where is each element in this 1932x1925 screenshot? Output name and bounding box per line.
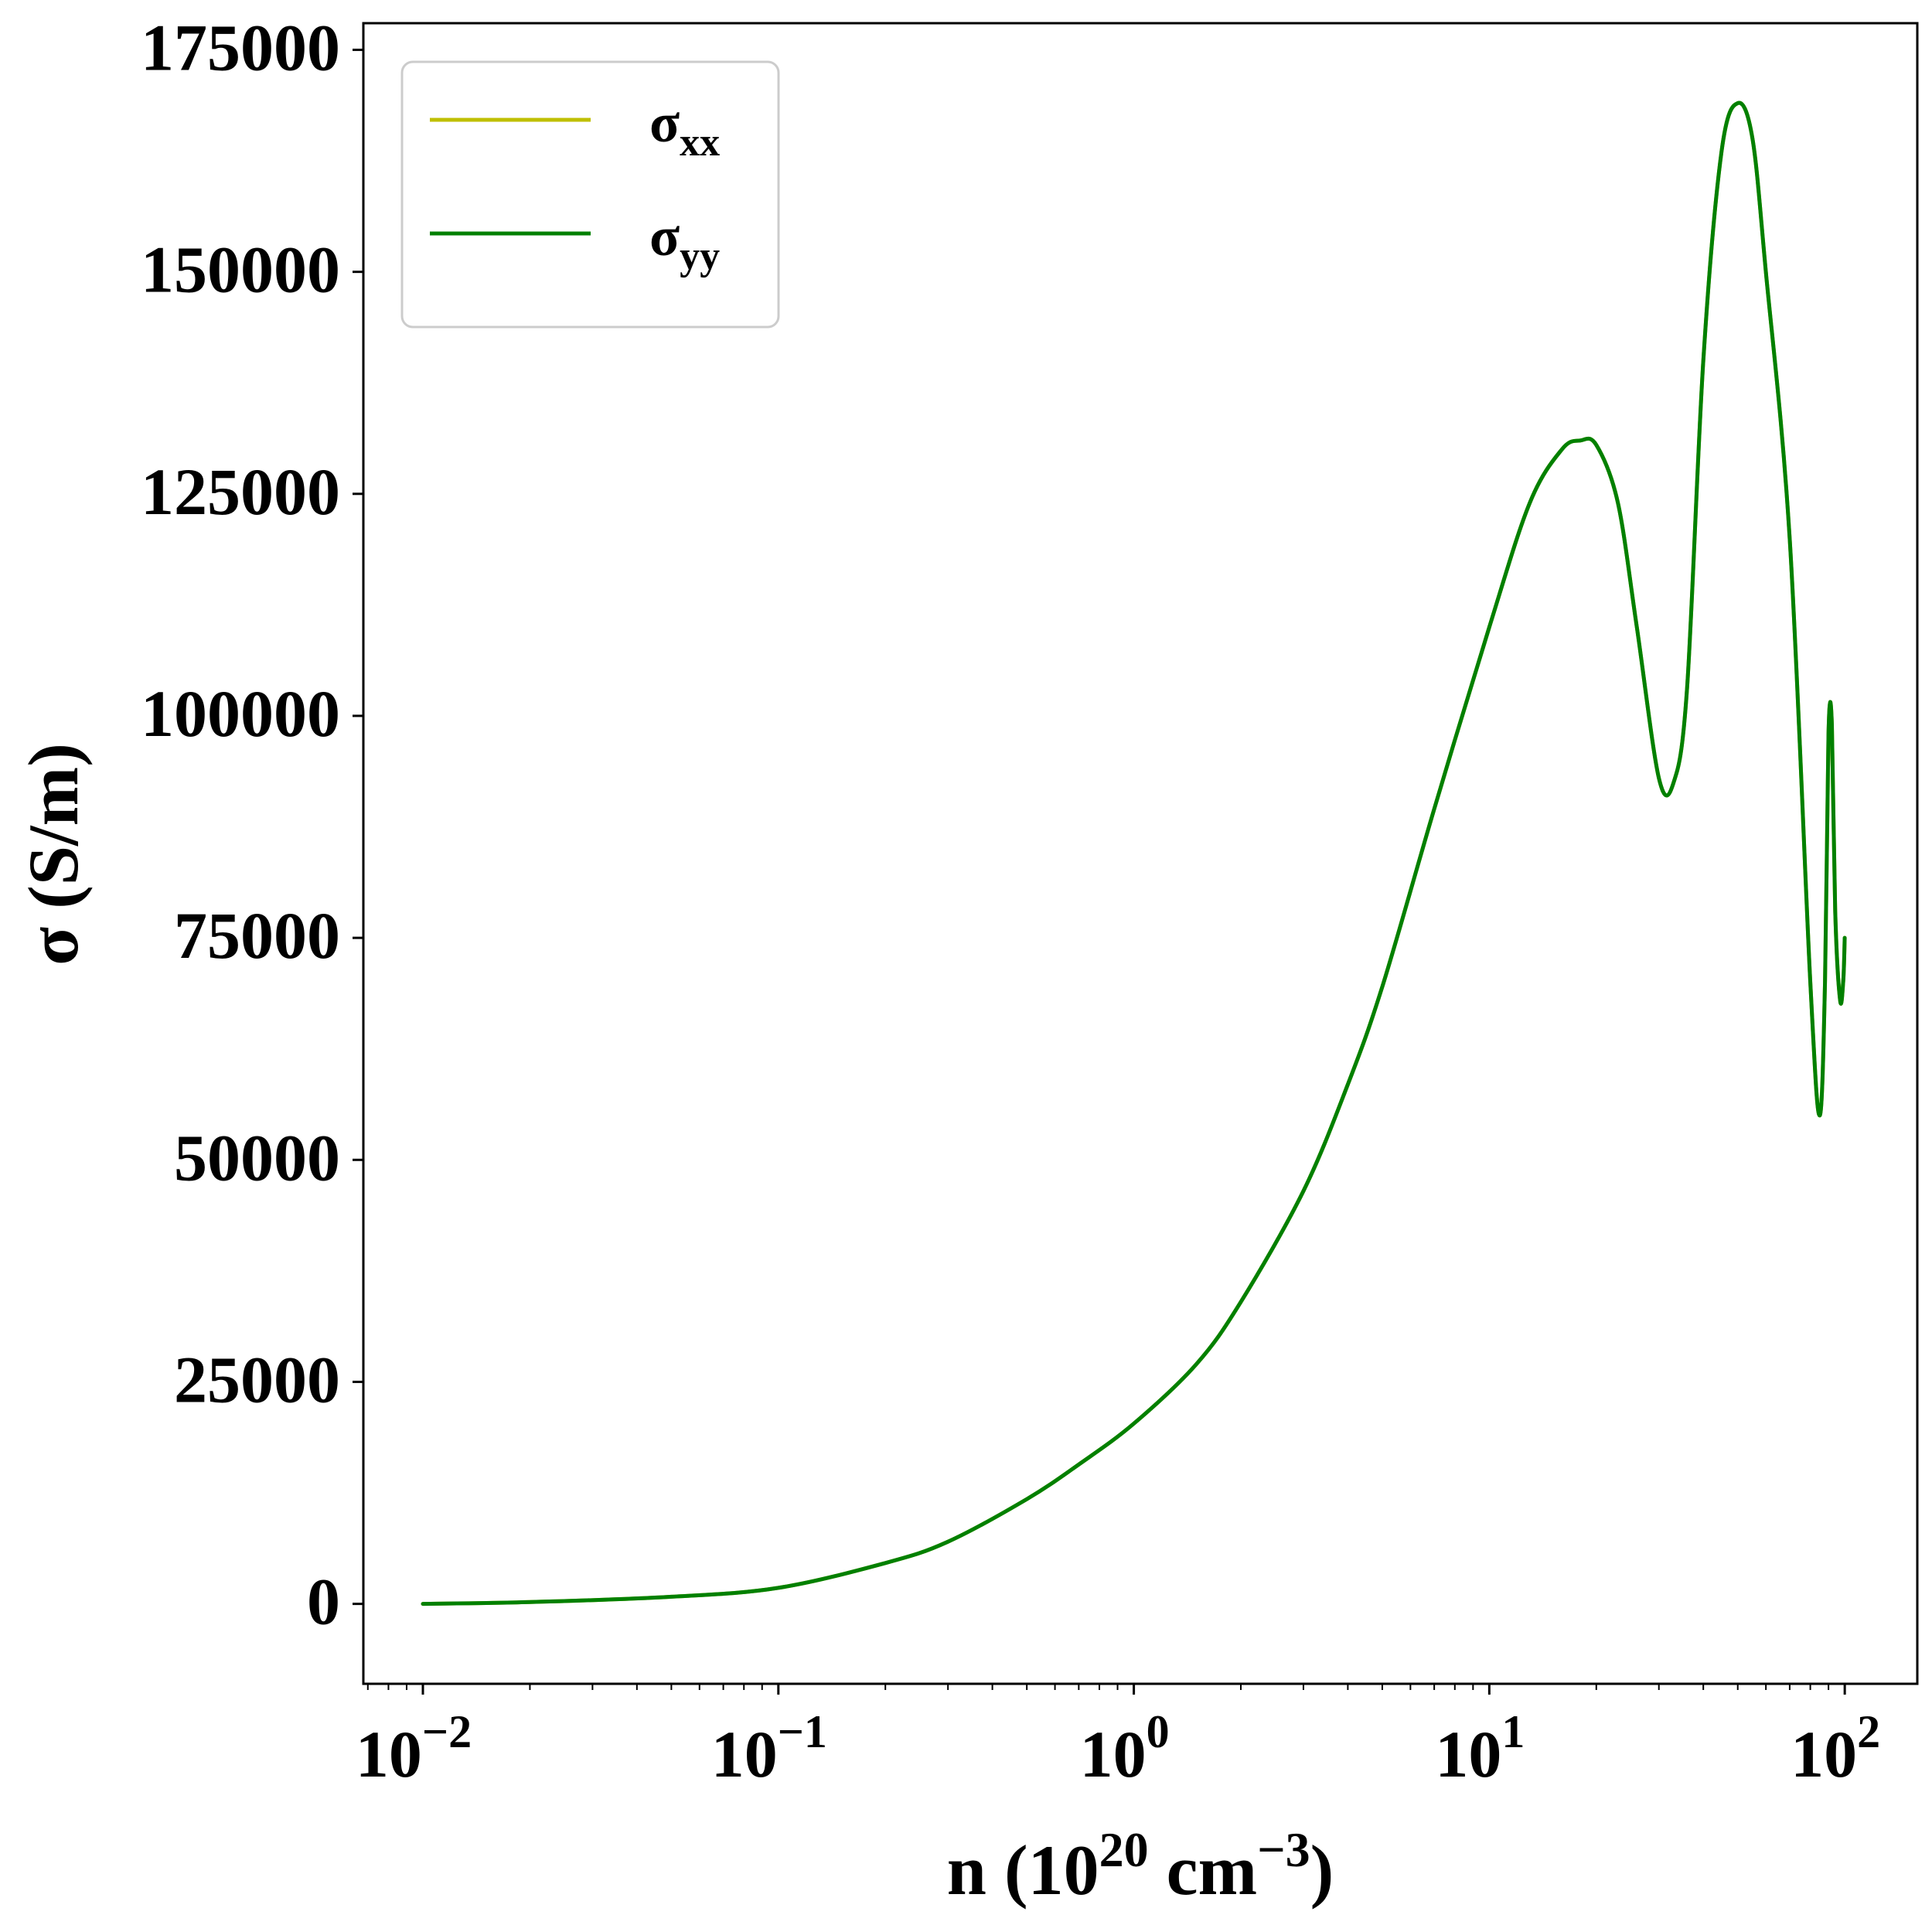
y-tick-label: 0 bbox=[307, 1565, 340, 1639]
x-tick-label: 10−2 bbox=[356, 1706, 472, 1791]
y-axis-label: σ (S/m) bbox=[14, 743, 93, 966]
legend-label-sigma-xx: σxx bbox=[649, 92, 720, 165]
x-tick-label: 102 bbox=[1791, 1706, 1880, 1791]
legend-label-sigma-yy: σyy bbox=[649, 206, 720, 278]
series-line-sigma-yy bbox=[421, 101, 1847, 1606]
legend: σxx σyy bbox=[400, 60, 780, 329]
x-axis-label: n (1020 cm−3) bbox=[947, 1822, 1334, 1910]
plot-area-frame bbox=[362, 22, 1919, 1685]
x-tick-label: 10−1 bbox=[711, 1706, 827, 1791]
y-tick-label: 150000 bbox=[141, 233, 340, 307]
y-tick-label: 75000 bbox=[174, 898, 340, 973]
series-layer bbox=[421, 101, 1847, 1606]
x-tick-label: 101 bbox=[1435, 1706, 1525, 1791]
y-tick-label: 175000 bbox=[141, 10, 340, 84]
y-tick-label: 25000 bbox=[174, 1342, 340, 1416]
x-axis-minor-ticks bbox=[366, 1684, 1830, 1690]
y-axis-ticks: 0 25000 50000 75000 100000 125000 150000 175000 bbox=[141, 10, 363, 1639]
y-tick-label: 125000 bbox=[141, 455, 340, 529]
legend-box bbox=[400, 60, 780, 329]
y-tick-label: 100000 bbox=[141, 676, 340, 751]
y-tick-label: 50000 bbox=[174, 1120, 340, 1194]
x-tick-label: 100 bbox=[1080, 1706, 1170, 1791]
x-axis-ticks: 10−2 10−1 100 101 102 bbox=[356, 1684, 1880, 1791]
